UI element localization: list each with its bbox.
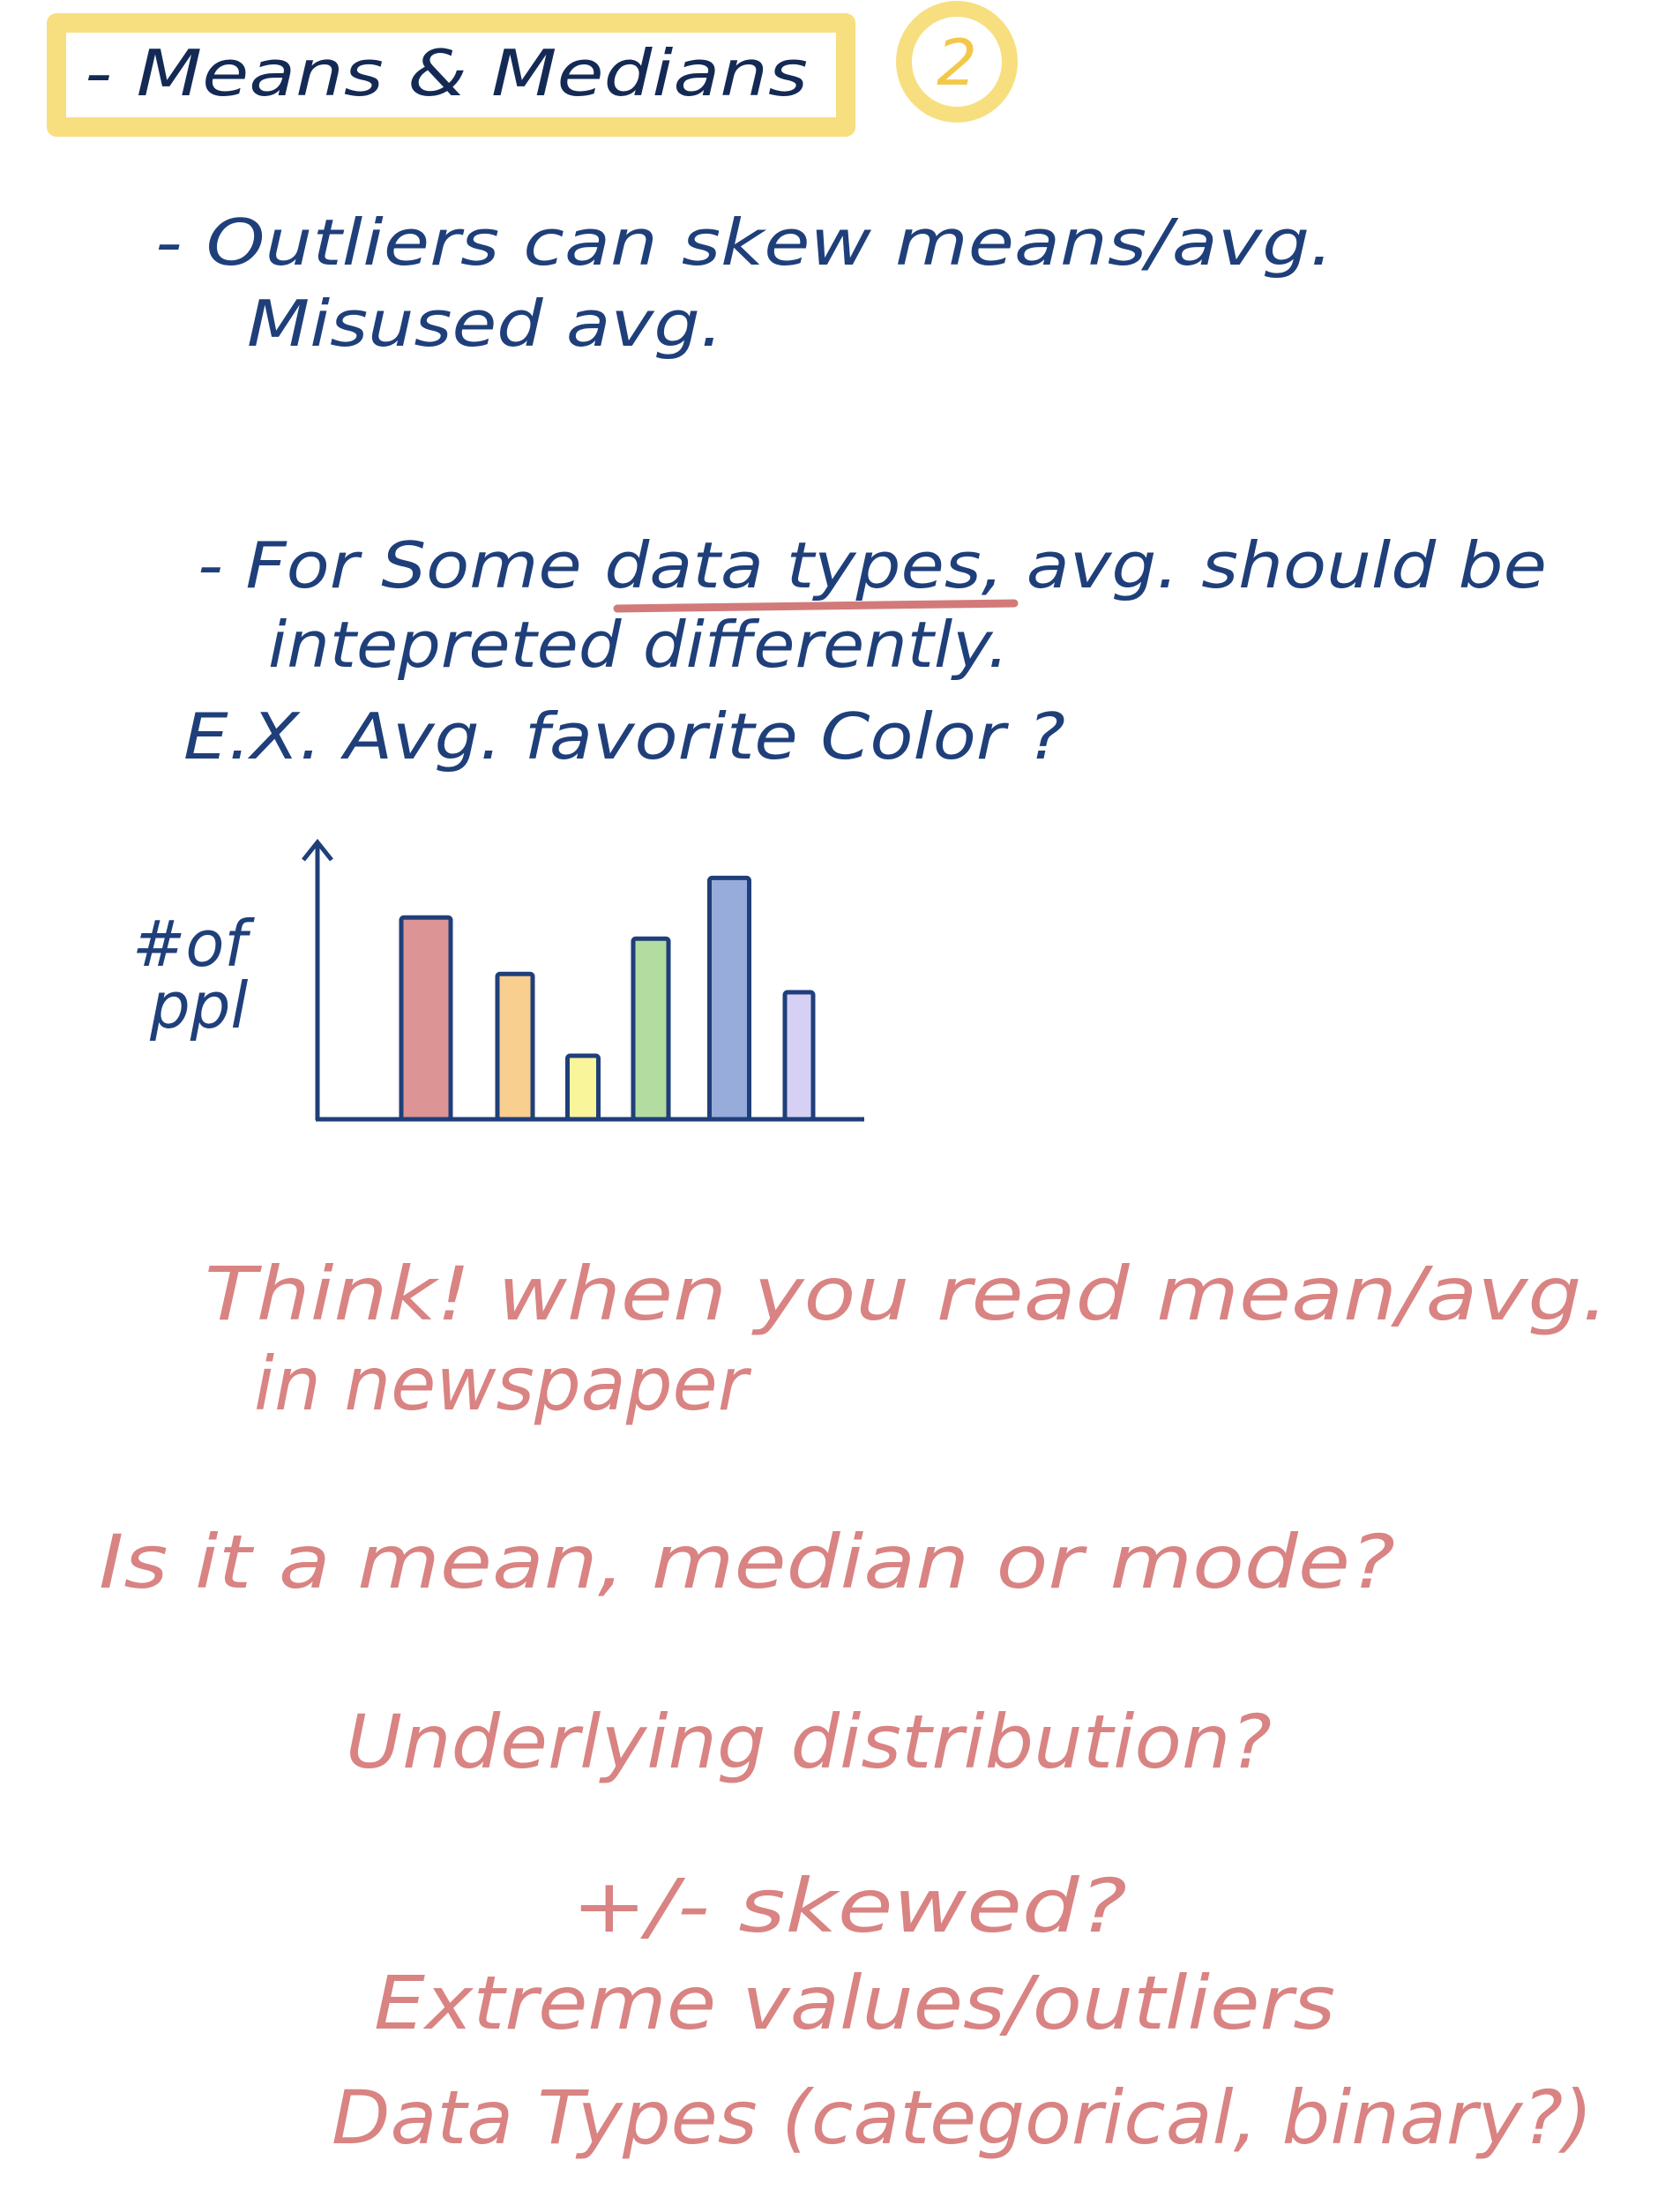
bar xyxy=(565,1053,601,1122)
sketch-chart: #of ppl xyxy=(132,838,864,1122)
question: +/- skewed? xyxy=(571,1863,1127,1949)
question: Data Types (categorical, binary?) xyxy=(332,2074,1593,2161)
question: Is it a mean, median or mode? xyxy=(99,1519,1395,1605)
bar xyxy=(707,875,751,1122)
title: - Means & Medians xyxy=(85,36,808,110)
question: Extreme values/outliers xyxy=(374,1960,1335,2046)
bar xyxy=(782,990,816,1122)
bar xyxy=(495,971,535,1122)
note: E.X. Avg. favorite Color ? xyxy=(183,699,1065,774)
highlight-box xyxy=(47,13,855,137)
badge: 2 xyxy=(937,26,977,100)
y-label: ppl xyxy=(149,968,248,1043)
y-label: #of xyxy=(132,907,255,981)
badge-circle xyxy=(896,1,1018,123)
note: - Outliers can skew means/avg. xyxy=(155,206,1333,280)
underline xyxy=(613,599,1019,613)
note: intepreted differently. xyxy=(268,608,1009,682)
bar xyxy=(399,915,453,1122)
note: Misused avg. xyxy=(247,287,723,361)
question: Think! when you read mean/avg. xyxy=(205,1251,1609,1337)
question: in newspaper xyxy=(254,1341,751,1427)
bar xyxy=(631,936,671,1122)
question: Underlying distribution? xyxy=(346,1699,1272,1785)
note: - For Some data types, avg. should be xyxy=(198,528,1547,602)
axis-arrow xyxy=(302,838,333,862)
